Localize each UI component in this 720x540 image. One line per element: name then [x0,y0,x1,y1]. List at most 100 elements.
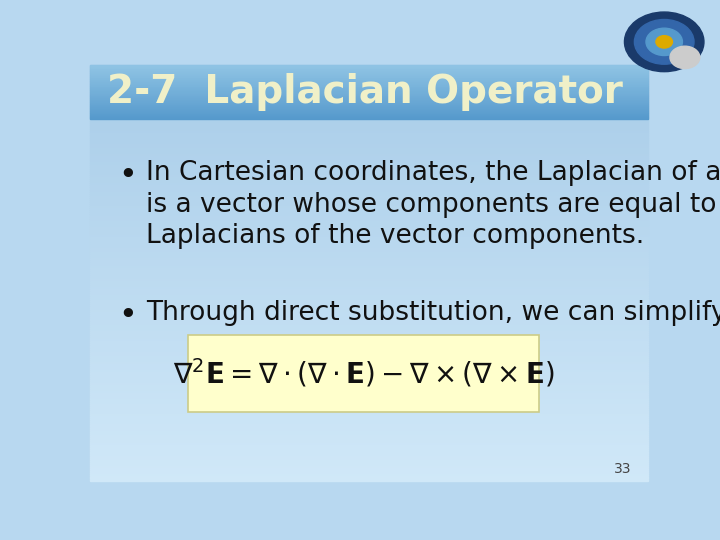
Bar [90,183,648,185]
Bar [90,85,648,86]
Bar [90,439,648,441]
Bar [90,383,648,385]
Bar [90,97,648,98]
Bar [90,167,648,168]
Bar [90,387,648,389]
Bar [90,133,648,136]
Text: Laplacians of the vector components.: Laplacians of the vector components. [145,223,644,249]
Bar [90,200,648,202]
Bar [90,316,648,319]
Bar [90,70,648,71]
Bar [90,152,648,154]
Bar [90,131,648,133]
Bar [90,173,648,175]
Bar [90,364,648,366]
Bar [90,456,648,458]
Bar [90,281,648,283]
Bar [90,160,648,163]
Bar [90,294,648,295]
Bar [90,100,648,101]
Bar [90,65,648,67]
Circle shape [656,36,672,48]
Bar [90,235,648,238]
Bar [90,266,648,268]
Bar [90,221,648,223]
Bar [90,91,648,92]
Bar [90,248,648,250]
Bar [90,227,648,229]
Bar [90,84,648,85]
Bar [90,93,648,94]
Bar [90,206,648,208]
Bar [90,196,648,198]
Bar [90,412,648,414]
Bar [90,474,648,476]
Bar [90,422,648,424]
Bar [90,377,648,379]
Bar [90,346,648,348]
Bar [90,381,648,383]
Bar [90,204,648,206]
Bar [90,298,648,300]
Bar [90,87,648,88]
Bar [90,462,648,464]
Bar [90,150,648,152]
Bar [90,437,648,439]
Bar [90,87,648,90]
Bar [90,114,648,115]
Bar [90,368,648,370]
Bar [90,129,648,131]
Bar [90,370,648,373]
Bar [90,277,648,279]
Bar [90,74,648,75]
Bar [90,88,648,89]
Bar [90,238,648,239]
Bar [90,217,648,219]
Bar [90,138,648,140]
Bar [90,163,648,165]
Bar [90,82,648,83]
Bar [90,314,648,316]
Bar [90,71,648,72]
Circle shape [670,46,700,69]
Bar [90,306,648,308]
Bar [90,212,648,214]
Bar [90,302,648,304]
Bar [90,295,648,298]
Bar [90,356,648,358]
Bar [90,373,648,375]
Bar [90,447,648,449]
Bar [90,117,648,118]
Bar [90,77,648,79]
Bar [90,198,648,200]
Text: •: • [118,300,137,330]
Bar [90,141,648,144]
Bar [90,470,648,472]
Bar [90,414,648,416]
Bar [90,110,648,111]
Bar [90,123,648,125]
FancyBboxPatch shape [188,335,539,412]
Bar [90,312,648,314]
Bar [90,92,648,94]
Bar [90,362,648,364]
Bar [90,321,648,322]
Bar [90,472,648,474]
Bar [90,279,648,281]
Bar [90,104,648,106]
Bar [90,210,648,212]
Bar [90,100,648,102]
Bar [90,265,648,266]
Bar [90,109,648,111]
Bar [90,113,648,114]
Bar [90,148,648,150]
Bar [90,83,648,84]
Bar [90,118,648,119]
Bar [90,69,648,70]
Bar [90,360,648,362]
Bar [90,478,648,481]
Bar [90,96,648,98]
Bar [90,121,648,123]
Bar [90,223,648,225]
Bar [90,81,648,82]
